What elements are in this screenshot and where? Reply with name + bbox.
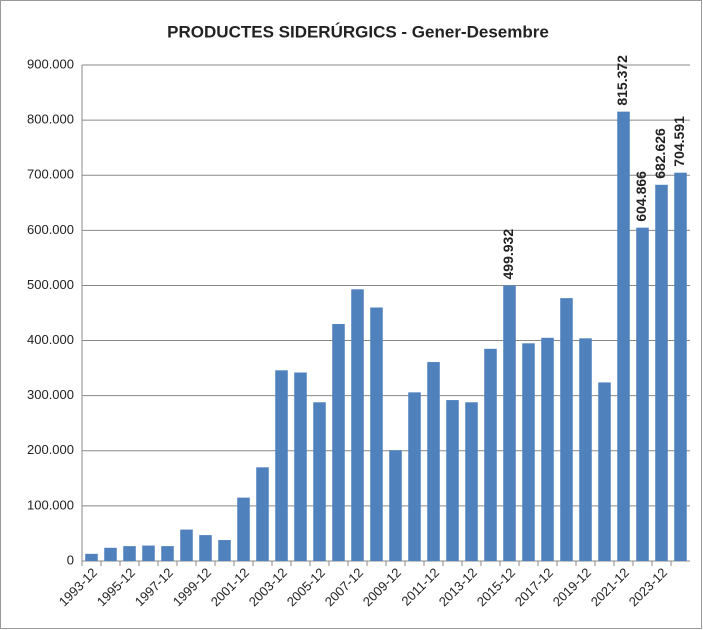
bar xyxy=(85,553,98,561)
bar xyxy=(123,546,136,561)
y-tick-label: 700.000 xyxy=(27,167,74,182)
y-tick-label: 0 xyxy=(67,552,74,567)
bar xyxy=(351,289,364,561)
data-label: 682.626 xyxy=(652,128,668,179)
bar xyxy=(427,362,440,561)
bar xyxy=(237,497,250,561)
bar xyxy=(180,529,193,561)
bar xyxy=(408,392,421,561)
bar xyxy=(674,172,687,561)
bar xyxy=(275,370,288,561)
bar xyxy=(579,338,592,561)
data-label: 815.372 xyxy=(614,55,630,106)
bar xyxy=(484,348,497,561)
bar xyxy=(142,545,155,561)
y-tick-label: 500.000 xyxy=(27,277,74,292)
y-tick-label: 900.000 xyxy=(27,56,74,71)
y-tick-label: 300.000 xyxy=(27,387,74,402)
bar xyxy=(541,337,554,561)
bar xyxy=(218,540,231,561)
bar xyxy=(617,111,630,561)
chart-title: PRODUCTES SIDERÚRGICS - Gener-Desembre xyxy=(167,22,549,41)
y-tick-label: 800.000 xyxy=(27,112,74,127)
bar xyxy=(199,535,212,561)
bar xyxy=(104,547,117,561)
bar xyxy=(256,467,269,561)
bar xyxy=(370,307,383,561)
data-label: 604.866 xyxy=(633,171,649,222)
bar xyxy=(332,324,345,561)
bar xyxy=(313,402,326,561)
bar xyxy=(560,298,573,561)
bar xyxy=(522,343,535,561)
bar xyxy=(636,227,649,562)
y-tick-label: 200.000 xyxy=(27,442,74,457)
bar xyxy=(389,450,402,561)
bar xyxy=(598,382,611,561)
y-tick-label: 400.000 xyxy=(27,332,74,347)
bar xyxy=(465,402,478,561)
data-label: 704.591 xyxy=(671,116,687,167)
bar xyxy=(294,372,307,561)
bar xyxy=(655,184,668,561)
y-tick-label: 100.000 xyxy=(27,497,74,512)
y-tick-label: 600.000 xyxy=(27,222,74,237)
bar xyxy=(161,546,174,561)
data-label: 499.932 xyxy=(500,229,516,280)
bar xyxy=(503,285,516,561)
bar xyxy=(446,400,459,561)
